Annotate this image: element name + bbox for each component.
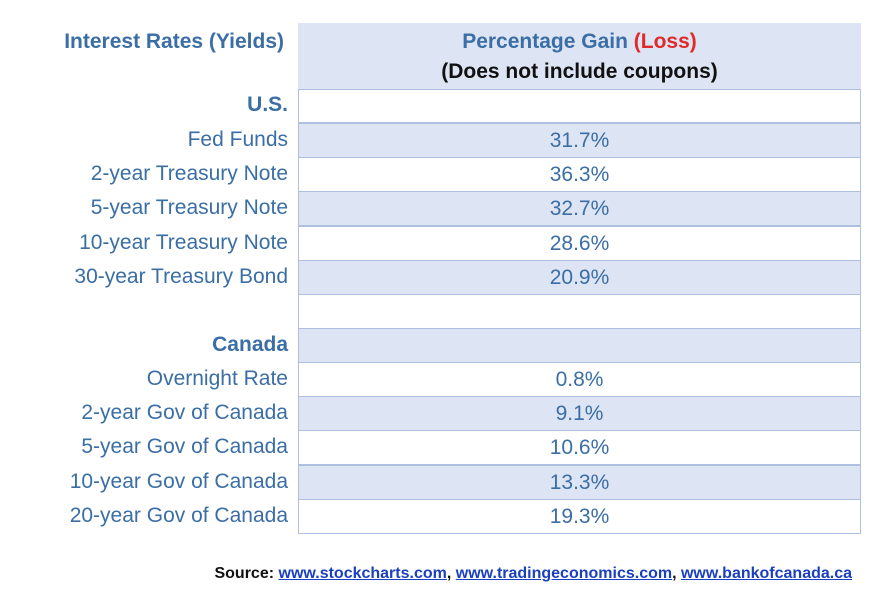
column-header: Percentage Gain (Loss) (Does not include… (298, 23, 861, 89)
row-value: 13.3% (298, 465, 861, 500)
source-line: Source: www.stockcharts.com, www.trading… (0, 565, 852, 583)
us-heading: U.S. (247, 93, 288, 116)
source-link-tradingeconomics[interactable]: www.tradingeconomics.com (455, 565, 673, 582)
canada-heading: Canada (212, 333, 288, 356)
row-label: 10-year Treasury Note (79, 231, 288, 254)
row-label: 10-year Gov of Canada (69, 470, 288, 493)
row-label: 30-year Treasury Bond (74, 265, 288, 288)
column-title-loss: (Loss) (633, 30, 697, 53)
row-value: 36.3% (298, 157, 861, 192)
source-separator: , (446, 565, 456, 582)
row-label: Overnight Rate (146, 367, 288, 390)
row-label: 2-year Gov of Canada (81, 401, 288, 424)
row-value: 10.6% (298, 430, 861, 465)
table-title: Interest Rates (Yields) (64, 30, 284, 53)
row-label: 20-year Gov of Canada (69, 504, 288, 527)
row-value: 0.8% (298, 362, 861, 397)
source-separator: , (672, 565, 681, 582)
row-label: 2-year Treasury Note (90, 162, 288, 185)
source-link-stockcharts[interactable]: www.stockcharts.com (278, 565, 447, 582)
row-label: 5-year Gov of Canada (81, 435, 288, 458)
spacer-cell (298, 294, 861, 329)
row-label: Fed Funds (187, 128, 288, 151)
row-value: 28.6% (298, 226, 861, 261)
column-title-gain: Percentage Gain (462, 30, 628, 53)
column-subtitle: (Does not include coupons) (441, 60, 718, 83)
source-label: Source: (214, 565, 275, 582)
column-title: Percentage Gain (Loss) (298, 27, 861, 57)
row-value: 20.9% (298, 260, 861, 295)
row-value: 31.7% (298, 123, 861, 158)
row-value: 19.3% (298, 499, 861, 534)
row-label: 5-year Treasury Note (90, 196, 288, 219)
us-heading-cell (298, 89, 861, 123)
row-value: 9.1% (298, 396, 861, 431)
source-link-bankofcanada[interactable]: www.bankofcanada.ca (680, 565, 852, 582)
canada-heading-cell (298, 328, 861, 363)
row-value: 32.7% (298, 191, 861, 226)
